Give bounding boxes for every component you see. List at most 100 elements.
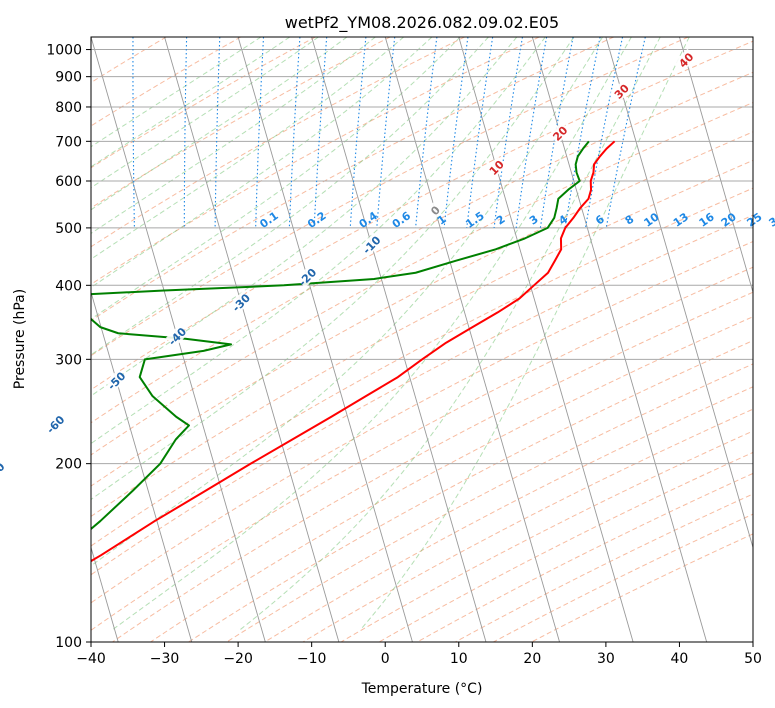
moist-adiabat-line bbox=[91, 37, 518, 397]
isotherm-line bbox=[384, 37, 560, 642]
dry-adiabat-line bbox=[91, 71, 753, 424]
isotherm-label-bg bbox=[44, 413, 67, 435]
isotherm-label: -30 bbox=[230, 291, 253, 314]
mixing-ratio-line bbox=[443, 37, 469, 228]
dewpoint-profile-line bbox=[91, 140, 590, 531]
moist-adiabat-line bbox=[91, 37, 546, 445]
mixing-ratio-label: 6 bbox=[593, 212, 607, 227]
moist-adiabat-line bbox=[240, 37, 661, 630]
dry-adiabat-line bbox=[91, 214, 753, 576]
isotherm-label: 10 bbox=[487, 158, 507, 178]
dry-adiabat-line bbox=[91, 37, 540, 285]
x-tick-label: 50 bbox=[744, 651, 762, 667]
dry-adiabat-line bbox=[91, 101, 753, 456]
dry-adiabat-line bbox=[91, 40, 753, 391]
y-tick-label: 600 bbox=[55, 174, 82, 190]
grid-layer bbox=[83, 37, 753, 642]
y-tick-label: 500 bbox=[55, 221, 82, 237]
dry-adiabat-line bbox=[112, 291, 753, 642]
mixing-ratio-label: 25 bbox=[745, 210, 765, 229]
mixing-ratio-line bbox=[349, 37, 367, 228]
y-tick-label: 900 bbox=[55, 70, 82, 86]
mixing-ratio-line bbox=[132, 37, 135, 228]
mixing-ratio-line bbox=[183, 37, 188, 228]
isotherm-line bbox=[237, 37, 413, 642]
x-tick-label: 0 bbox=[381, 651, 390, 667]
mixing-ratio-line bbox=[255, 37, 265, 228]
x-tick-label: 10 bbox=[450, 651, 468, 667]
isotherm-label-bg bbox=[485, 156, 508, 179]
isotherm-label-bg bbox=[610, 80, 633, 103]
mixing-ratio-line bbox=[83, 37, 88, 228]
isotherm-line bbox=[752, 37, 753, 39]
mixing-ratio-label: 30 bbox=[767, 210, 775, 230]
x-tick-label: 40 bbox=[671, 651, 689, 667]
x-tick-label: −20 bbox=[223, 651, 253, 667]
isotherm-line bbox=[164, 37, 340, 642]
chart-title: wetPf2_YM08.2026.082.09.02.E05 bbox=[285, 13, 559, 33]
mixing-ratio-line bbox=[584, 37, 624, 228]
dry-adiabat-line bbox=[150, 316, 753, 642]
mixing-ratio-line bbox=[493, 37, 524, 228]
dry-adiabat-line bbox=[91, 37, 465, 248]
dry-adiabat-line bbox=[91, 37, 689, 357]
moist-adiabat-line bbox=[91, 37, 575, 501]
dry-adiabat-line bbox=[378, 451, 753, 642]
moist-adiabat-line bbox=[91, 37, 291, 168]
mixing-ratio-label: 20 bbox=[719, 210, 739, 230]
isotherm-label: -60 bbox=[44, 413, 67, 436]
dry-adiabat-line bbox=[91, 159, 753, 518]
mixing-ratio-line bbox=[376, 37, 396, 228]
mixing-ratio-label: 3 bbox=[527, 213, 541, 228]
y-tick-label: 300 bbox=[55, 352, 82, 368]
mixing-ratio-label: 16 bbox=[697, 210, 717, 230]
dry-adiabat-line bbox=[91, 187, 753, 547]
moist-adiabat-line bbox=[91, 37, 319, 189]
dry-adiabat-line bbox=[531, 533, 753, 642]
x-axis-label: Temperature (°C) bbox=[361, 681, 483, 697]
y-tick-label: 1000 bbox=[46, 43, 82, 59]
mixing-ratio-line bbox=[466, 37, 494, 228]
x-tick-label: −10 bbox=[297, 651, 327, 667]
y-tick-label: 700 bbox=[55, 134, 82, 150]
isotherm-label-bg bbox=[360, 233, 383, 256]
moist-adiabat-line bbox=[91, 37, 376, 235]
x-tick-label: −40 bbox=[76, 651, 106, 667]
dry-adiabat-line bbox=[416, 472, 753, 642]
isotherm-label-bg bbox=[0, 460, 7, 483]
temperature-profile-line bbox=[91, 140, 616, 563]
mixing-ratio-label: 8 bbox=[623, 213, 637, 228]
isotherm-label-bg bbox=[105, 369, 128, 392]
dry-adiabat-line bbox=[91, 37, 241, 127]
dry-adiabat-line bbox=[91, 37, 614, 322]
moist-adiabat-line bbox=[91, 37, 489, 356]
isotherm-label-bg bbox=[548, 122, 571, 144]
isotherm-label: -50 bbox=[105, 369, 128, 392]
moist-adiabat-line bbox=[91, 37, 603, 567]
isotherm-label-bg bbox=[423, 199, 446, 222]
mixing-ratio-label: 10 bbox=[642, 210, 662, 230]
y-tick-label: 800 bbox=[55, 100, 82, 116]
dry-adiabat-line bbox=[226, 363, 753, 642]
dry-adiabat-line bbox=[91, 37, 316, 169]
isotherm-label: -70 bbox=[0, 460, 8, 483]
moist-adiabat-line bbox=[112, 37, 632, 630]
dry-adiabat-line bbox=[302, 408, 753, 642]
moist-adiabat-line bbox=[91, 37, 433, 289]
moist-adiabat-line bbox=[91, 37, 262, 148]
series-layer bbox=[91, 140, 616, 563]
isotherm-label: 20 bbox=[550, 123, 570, 143]
dry-adiabat-line bbox=[91, 131, 753, 487]
x-tick-label: 30 bbox=[597, 651, 615, 667]
dry-adiabat-line bbox=[188, 340, 753, 642]
plot-frame bbox=[90, 36, 754, 643]
y-tick-label: 200 bbox=[55, 457, 82, 473]
isotherm-line bbox=[458, 37, 634, 642]
isotherm-label-bg bbox=[674, 48, 697, 71]
y-axis-label: Pressure (hPa) bbox=[12, 289, 28, 389]
mixing-ratio-label: 13 bbox=[671, 210, 691, 229]
moist-adiabat-line bbox=[91, 37, 461, 320]
isotherm-label: -40 bbox=[166, 325, 189, 348]
isotherm-line bbox=[605, 37, 753, 550]
